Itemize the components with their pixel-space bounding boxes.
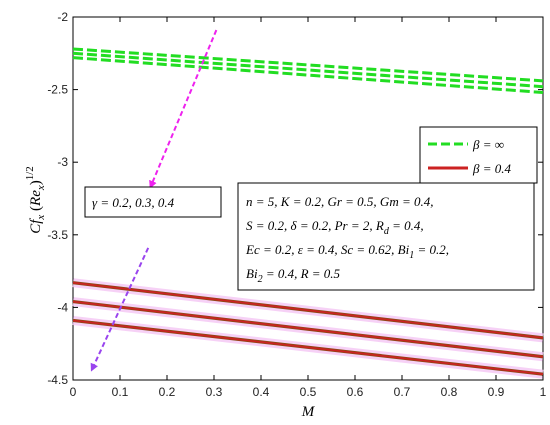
parameter-line-4: Bi2 = 0.4, R = 0.5 [246, 266, 341, 285]
trend-arrow-2 [90, 247, 150, 372]
gamma-annotation-box [84, 186, 222, 218]
x-tick-label-2: 0.2 [159, 385, 176, 399]
y-tick-label-5: -4.5 [47, 373, 68, 387]
x-tick-label-7: 0.7 [394, 385, 411, 399]
legend-box [419, 126, 538, 184]
y-tick-label-4: -4 [57, 300, 68, 314]
x-tick-label-6: 0.6 [347, 385, 364, 399]
parameter-line-3: Ec = 0.2, ε = 0.4, Sc = 0.62, Bi1 = 0.2, [245, 242, 449, 261]
y-tick-label-0: -2 [57, 10, 68, 24]
gamma-annotation-text: γ = 0.2, 0.3, 0.4 [92, 195, 175, 210]
trend-arrow-1 [149, 29, 218, 189]
x-tick-label-8: 0.8 [441, 385, 458, 399]
series-line-beta-finite-5 [72, 300, 544, 358]
parameter-line-1: n = 5, K = 0.2, Gr = 0.5, Gm = 0.4, [246, 194, 433, 209]
x-tick-label-10: 1 [540, 385, 547, 399]
y-tick-label-1: -2.5 [47, 83, 68, 97]
tick-layer: 0 0.1 0.2 0.3 0.4 0.5 0.6 0.7 0.8 0.9 1 -2 -2.5 -3 -3.… [47, 10, 546, 399]
series-layer [72, 47, 544, 379]
legend-label-infinity: β = ∞ [472, 137, 504, 152]
y-tick-label-2: -3 [57, 155, 68, 169]
legend: β = ∞ β = 0.4 [419, 126, 538, 184]
x-axis-label: M [301, 404, 316, 420]
arrow-layer [90, 29, 218, 372]
y-axis-label: Cfx (Rex)1/2 [24, 166, 47, 234]
series-line-beta-finite-4 [72, 281, 544, 339]
x-tick-label-4: 0.4 [253, 385, 270, 399]
y-tick-label-3: -3.5 [47, 228, 68, 242]
legend-label-finite: β = 0.4 [472, 161, 512, 176]
parameter-box-frame [237, 182, 535, 291]
parameter-box: n = 5, K = 0.2, Gr = 0.5, Gm = 0.4, S = … [237, 182, 535, 291]
x-tick-label-5: 0.5 [300, 385, 317, 399]
gamma-annotation: γ = 0.2, 0.3, 0.4 [84, 186, 222, 218]
series-line-beta-infinity-2 [72, 51, 544, 89]
x-tick-label-1: 0.1 [112, 385, 129, 399]
series-line-beta-infinity-1 [72, 47, 544, 83]
x-tick-label-9: 0.9 [488, 385, 505, 399]
x-tick-label-0: 0 [70, 385, 77, 399]
series-line-beta-infinity-3 [72, 56, 544, 94]
parameter-line-2: S = 0.2, δ = 0.2, Pr = 2, Rd = 0.4, [246, 218, 424, 237]
series-line-beta-finite-6 [72, 319, 544, 375]
x-tick-label-3: 0.3 [206, 385, 223, 399]
